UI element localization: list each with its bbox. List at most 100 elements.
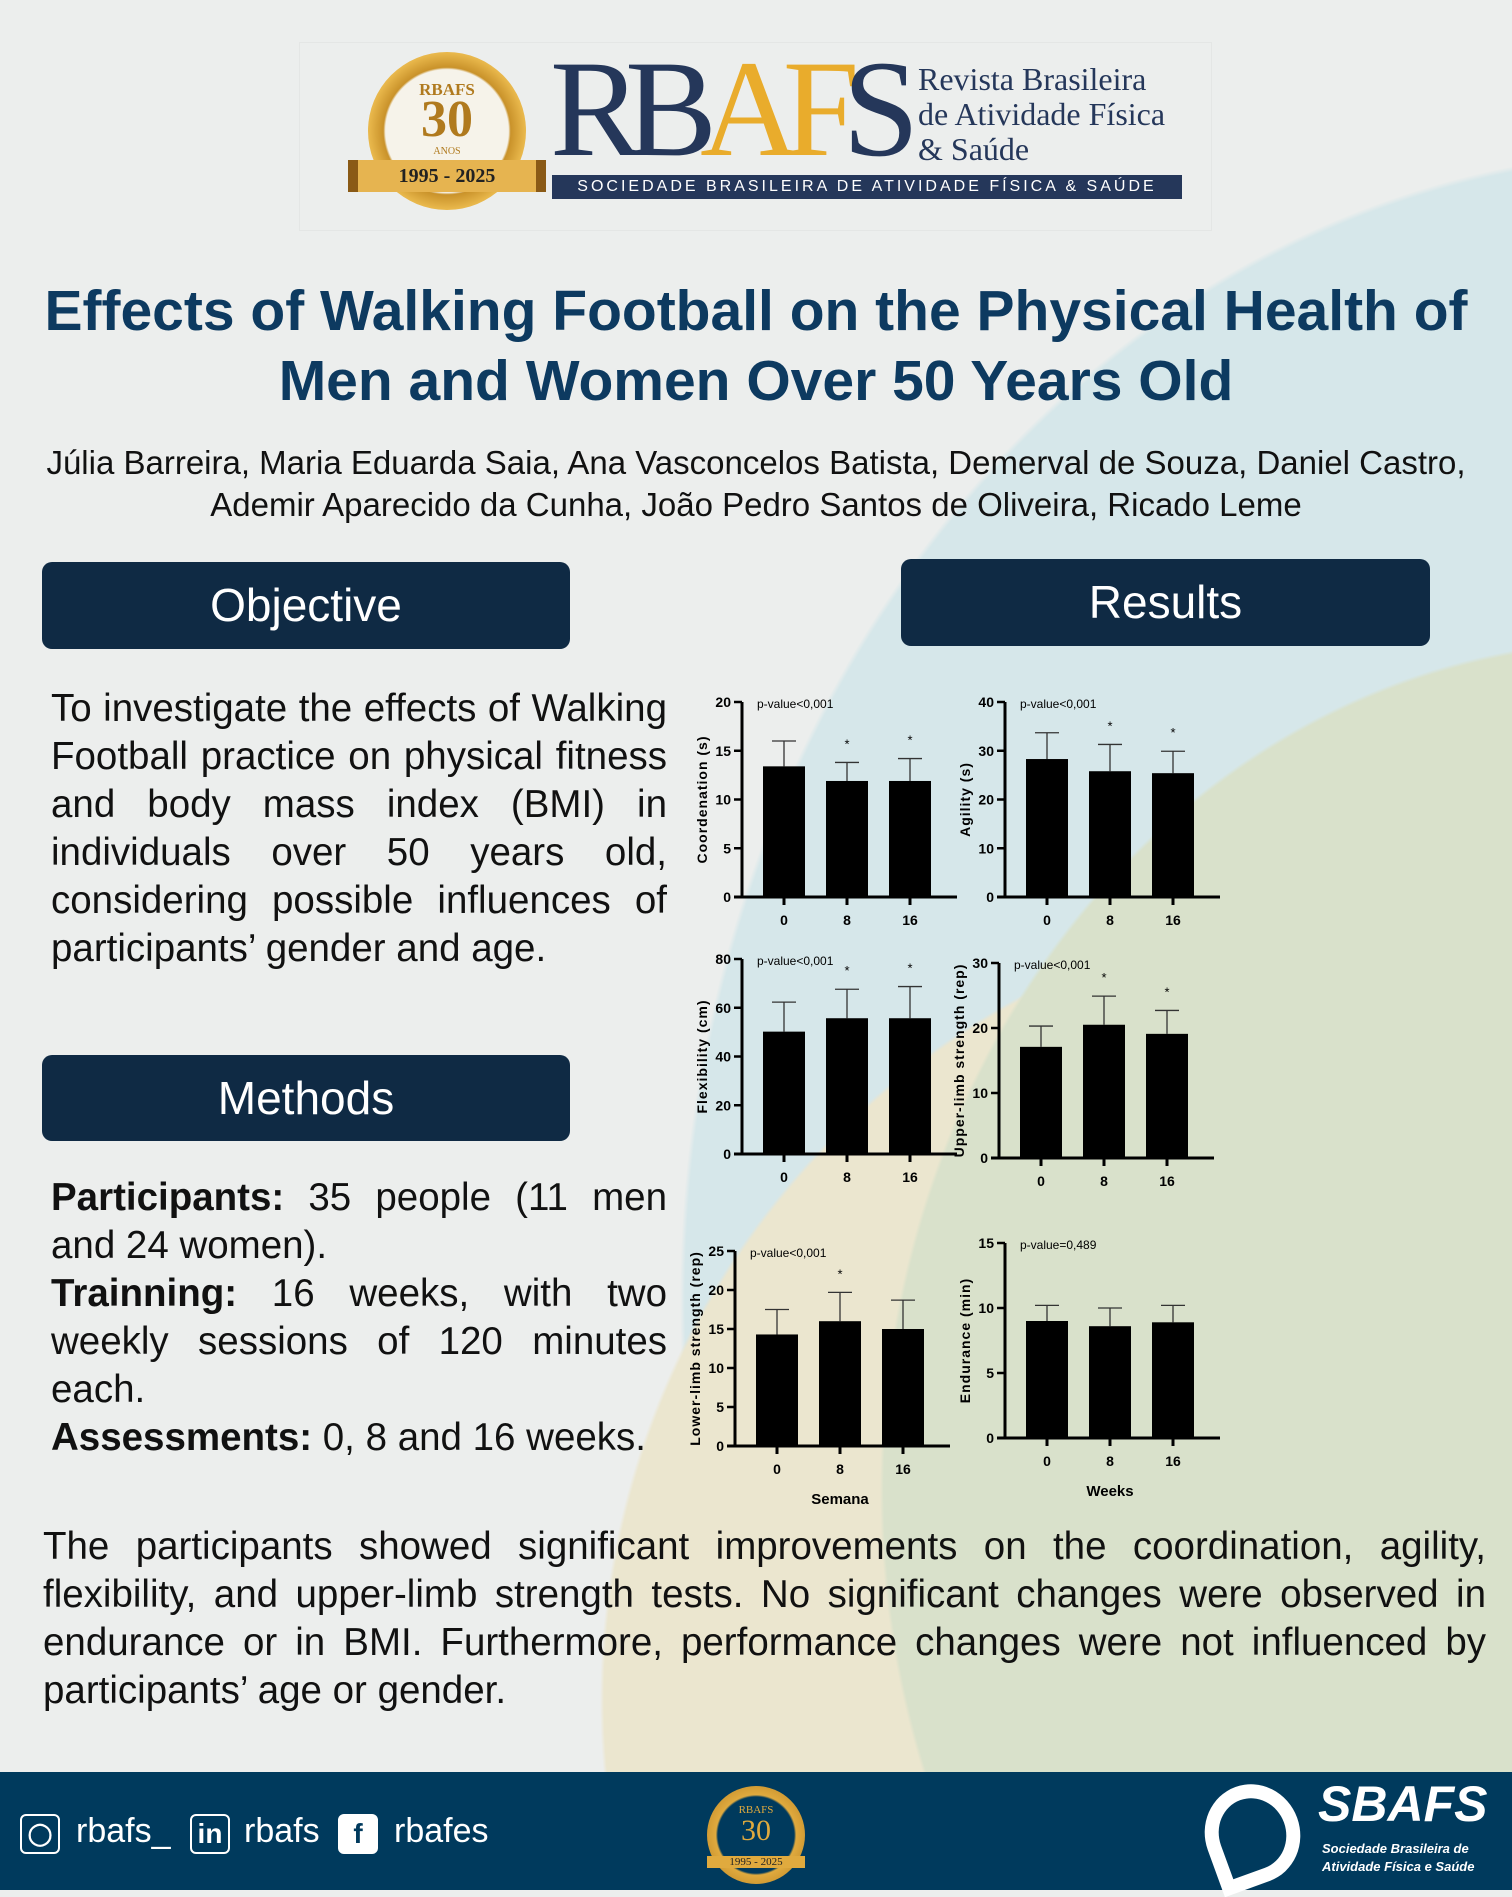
methods-item: Assessments: 0, 8 and 16 weeks. [51,1414,667,1462]
sbafs-sub-line: Sociedade Brasileira de [1322,1841,1469,1856]
bar [1020,1046,1062,1158]
brand-s: S [842,32,920,185]
bar [882,1329,924,1446]
linkedin-handle[interactable]: rbafs [244,1812,320,1850]
y-tick-label: 0 [716,1438,724,1454]
chart-endurance: 0 8 16 0 5 10 15 p-value=0,489 Endurance (min) We… [957,1235,1220,1500]
y-tick-label: 30 [972,955,988,971]
x-tick-label: 16 [902,912,918,928]
y-tick-label: 0 [986,1430,994,1446]
p-value-annotation: p-value<0,001 [1020,697,1097,711]
y-tick-label: 5 [986,1365,994,1381]
instagram-icon[interactable]: ◯ [20,1814,60,1854]
facebook-handle[interactable]: rbafes [394,1812,489,1850]
objective-text: To investigate the effects of Walking Fo… [51,687,667,970]
conclusion-text: The participants showed significant impr… [43,1525,1486,1712]
x-tick-label: 8 [1100,1173,1108,1189]
bar [826,780,868,897]
objective-heading: Objective [42,562,570,649]
significance-star: * [844,736,849,751]
linkedin-icon[interactable]: in [190,1814,230,1854]
y-tick-label: 80 [715,951,731,967]
y-tick-label: 10 [708,1360,724,1376]
significance-star: * [1164,984,1169,999]
y-tick-label: 30 [978,743,994,759]
x-tick-label: 16 [1159,1173,1175,1189]
x-tick-label: 8 [843,912,851,928]
bar [1026,759,1068,897]
significance-star: * [1101,970,1106,985]
bar [1152,773,1194,897]
y-tick-label: 0 [980,1150,988,1166]
x-tick-label: 0 [1043,1453,1051,1469]
y-tick-label: 15 [978,1235,994,1251]
x-tick-label: 8 [843,1169,851,1185]
bar [756,1334,798,1446]
footer-seal-number: 30 [741,1814,771,1847]
x-tick-label: 0 [780,912,788,928]
y-tick-label: 40 [715,1049,731,1065]
poster-title: Effects of Walking Football on the Physi… [44,279,1468,413]
methods-item-label: Participants: [51,1176,285,1219]
y-tick-label: 40 [978,694,994,710]
x-tick-label: 0 [1043,912,1051,928]
x-tick-label: 16 [1165,912,1181,928]
bar [1083,1024,1125,1158]
x-tick-label: 16 [1165,1453,1181,1469]
chart-upper-limb-strength: 0 * 8 * 16 0 10 20 30 p-value<0,001 Upper-limb str… [951,955,1214,1189]
y-tick-label: 20 [708,1282,724,1298]
sbafs-wordmark: SBAFS [1318,1776,1488,1832]
seal-sub: ANOS [433,146,461,157]
x-axis-label: Weeks [1086,1483,1133,1500]
bar [763,1031,805,1154]
brand-subtitle: Revista Brasileira de Atividade Física &… [918,62,1165,167]
bar [1152,1322,1194,1438]
y-axis-label: Upper-limb strength (rep) [951,964,967,1158]
p-value-annotation: p-value=0,489 [1020,1238,1097,1252]
society-banner: SOCIEDADE BRASILEIRA DE ATIVIDADE FÍSICA… [552,175,1182,199]
bar [1089,1326,1131,1438]
chart-agility: 0 * 8 * 16 0 10 20 30 40 p-value<0,001 Agility (s) [957,694,1220,928]
seal-number: 30 [421,91,473,148]
methods-heading: Methods [42,1055,570,1141]
y-tick-label: 10 [978,840,994,856]
methods-item: Participants: 35 people (11 men and 24 w… [51,1174,667,1270]
significance-star: * [907,733,912,748]
y-axis-label: Agility (s) [957,762,973,837]
footer-seal-years: 1995 - 2025 [707,1856,805,1868]
facebook-icon[interactable]: f [338,1814,378,1854]
methods-item-text: 16 weeks, with two weekly sessions of 12… [51,1272,667,1411]
significance-star: * [1170,725,1175,740]
methods-list: Participants: 35 people (11 men and 24 w… [51,1174,667,1462]
instagram-handle[interactable]: rbafs_ [76,1812,171,1850]
p-value-annotation: p-value<0,001 [750,1246,827,1260]
brand-sub-line: de Atividade Física [918,96,1166,132]
footer-seal: RBAFS 30 1995 - 2025 [707,1786,805,1884]
y-tick-label: 20 [978,792,994,808]
p-value-annotation: p-value<0,001 [757,954,834,968]
y-axis-label: Endurance (min) [957,1278,973,1403]
bar [826,1018,868,1154]
y-tick-label: 25 [708,1243,724,1259]
y-tick-label: 15 [715,743,731,759]
p-value-annotation: p-value<0,001 [1014,958,1091,972]
bar [763,766,805,897]
x-tick-label: 0 [780,1169,788,1185]
bar [889,780,931,897]
results-heading: Results [901,559,1430,646]
y-axis-label: Lower-limb strength (rep) [687,1251,703,1446]
x-tick-label: 8 [1106,912,1114,928]
y-tick-label: 20 [715,1097,731,1113]
y-axis-label: Flexibility (cm) [694,999,710,1113]
chart-lower-limb-strength: 0 * 8 16 0 5 10 15 20 25 p-value<0,001 Lower-limb s… [687,1243,950,1508]
bar [1146,1033,1188,1158]
methods-item-text: 0, 8 and 16 weeks. [312,1416,646,1459]
chart-coordination: 0 * 8 * 16 0 5 10 15 20 p-value<0,001 Coordenation … [694,694,957,928]
footer-seal-top: RBAFS [738,1804,774,1816]
bar [819,1321,861,1446]
methods-item-label: Trainning: [51,1272,238,1315]
significance-star: * [1107,718,1112,733]
x-tick-label: 8 [1106,1453,1114,1469]
y-tick-label: 5 [716,1399,724,1415]
seal-top-text: RBAFS [419,80,475,99]
